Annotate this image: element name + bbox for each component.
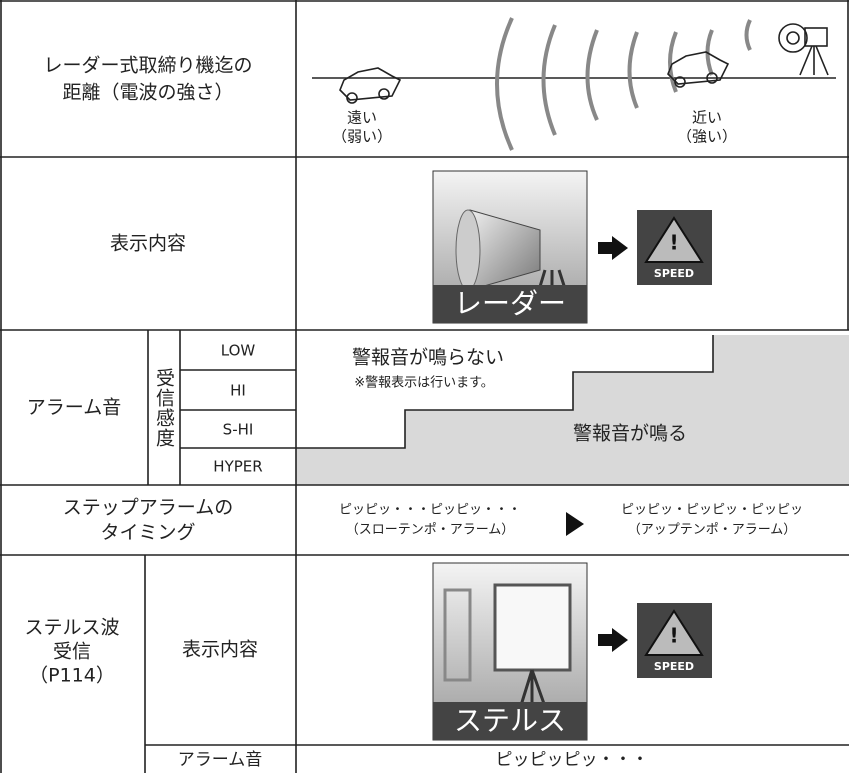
svg-text:!: ! — [669, 624, 678, 648]
level: LOW — [221, 342, 256, 360]
label: 距離（電波の強さ） — [62, 82, 233, 104]
level: HYPER — [213, 458, 262, 476]
speed-badge: ! — [637, 603, 712, 678]
silent-text: 警報音が鳴らない — [352, 347, 504, 369]
note: ※警報表示は行います。 — [354, 375, 494, 391]
svg-text:!: ! — [669, 231, 678, 255]
far-label: （弱い） — [332, 128, 392, 146]
label: ステップアラームの — [63, 497, 233, 519]
radar-icon — [432, 170, 588, 324]
sound-text: 警報音が鳴る — [573, 423, 687, 445]
label: アラーム音 — [27, 397, 121, 419]
label: 受信 — [53, 641, 91, 663]
label: （P114） — [29, 665, 115, 687]
slow: （スローテンポ・アラーム） — [346, 523, 515, 538]
camera — [778, 23, 829, 76]
badge-label: SPEED — [654, 267, 694, 280]
arrow — [598, 628, 628, 652]
label: アラーム音 — [178, 750, 263, 770]
arrow — [566, 512, 584, 536]
waves — [495, 17, 752, 151]
slow: ピッピッ・・・ピッピッ・・・ — [339, 503, 521, 518]
arrow — [598, 236, 628, 260]
far-label: 遠い — [347, 109, 377, 127]
fast: ピッピッ・ピッピッ・ピッピッ — [621, 503, 803, 518]
car-far — [339, 67, 402, 104]
level: HI — [230, 382, 246, 400]
alarm-sound: ピッピッピッ・・・ — [496, 750, 649, 770]
label: タイミング — [100, 522, 195, 544]
fast: （アップテンポ・アラーム） — [628, 523, 797, 538]
stair-line — [296, 335, 714, 449]
near-label: 近い — [692, 109, 722, 127]
badge-label: SPEED — [654, 660, 694, 673]
icon-label: ステルス — [454, 704, 566, 737]
speed-badge: ! — [637, 210, 712, 285]
label: レーダー式取締り機迄の — [43, 55, 252, 77]
stealth-icon — [432, 562, 588, 741]
icon-label: レーダー — [454, 287, 566, 320]
near-label: （強い） — [677, 128, 737, 146]
car-near — [667, 51, 730, 88]
label: 表示内容 — [110, 233, 186, 255]
label: 表示内容 — [182, 639, 258, 661]
level: S-HI — [223, 421, 254, 439]
label: ステルス波 — [24, 617, 119, 639]
sensitivity-label: 受信感度 — [153, 368, 175, 448]
